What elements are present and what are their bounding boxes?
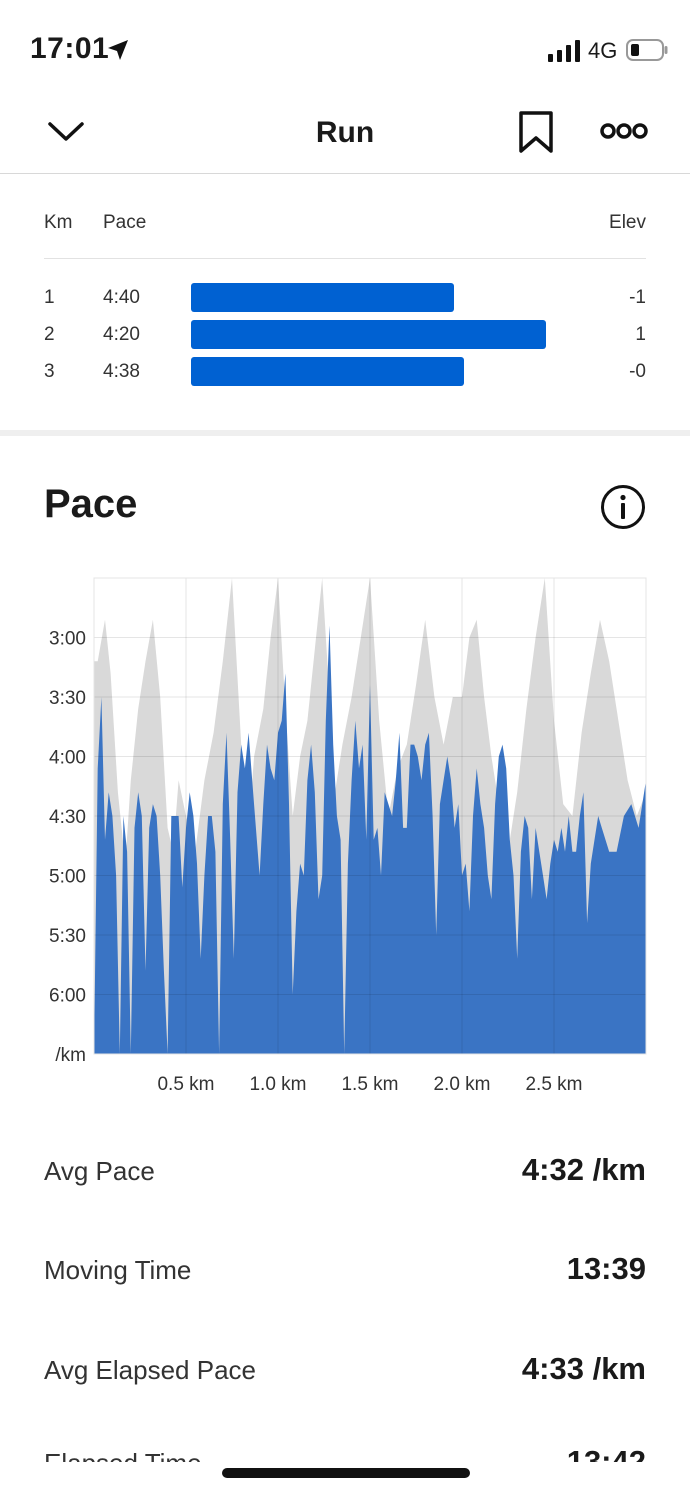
network-type: 4G [588, 38, 618, 63]
chart-x-tick-label: 2.5 km [525, 1074, 582, 1095]
split-pace: 4:40 [103, 287, 140, 308]
info-icon[interactable] [600, 484, 646, 530]
chart-y-tick-label: 3:00 [49, 629, 86, 650]
battery-icon [626, 39, 668, 61]
splits-header-elev: Elev [609, 212, 646, 233]
cellular-signal-icon [548, 40, 580, 62]
page-title: Run [315, 116, 375, 149]
split-elev: 1 [635, 324, 646, 345]
chart-y-tick-label: 5:00 [49, 867, 86, 888]
home-indicator[interactable] [222, 1468, 470, 1478]
chevron-down-icon[interactable] [46, 116, 86, 146]
stat-value: 13:39 [566, 1251, 646, 1286]
pace-series-area-1 [94, 625, 646, 1054]
chart-x-tick-label: 2.0 km [433, 1074, 490, 1095]
splits-header-pace: Pace [103, 212, 147, 233]
stat-label: Moving Time [44, 1255, 192, 1285]
stat-moving-time: Moving Time 13:39 [44, 1251, 646, 1291]
split-row: 2 4:20 1 [44, 320, 646, 350]
split-pace: 4:20 [103, 324, 140, 345]
stat-label: Avg Pace [44, 1156, 155, 1186]
nav-bar: Run [0, 96, 690, 174]
chart-y-tick-label: 3:30 [49, 688, 86, 709]
split-row: 3 4:38 -0 [44, 357, 646, 387]
bookmark-icon[interactable] [516, 110, 556, 154]
stat-label: Avg Elapsed Pace [44, 1355, 256, 1385]
splits-header: Km Pace Elev [44, 212, 646, 236]
chart-x-tick-label: 0.5 km [157, 1074, 214, 1095]
chart-y-tick-label: /km [55, 1045, 86, 1066]
stat-avg-elapsed-pace: Avg Elapsed Pace 4:33 /km [44, 1351, 646, 1391]
split-pace-bar [191, 320, 546, 349]
status-bar: 17:01 4G [0, 0, 690, 96]
split-km: 3 [44, 361, 55, 382]
split-row: 1 4:40 -1 [44, 283, 646, 313]
split-elev: -0 [629, 361, 646, 382]
split-km: 2 [44, 324, 55, 345]
pace-section-title: Pace [44, 482, 138, 526]
more-icon[interactable] [600, 120, 648, 142]
status-time: 17:01 [30, 32, 110, 65]
splits-table: Km Pace Elev 1 4:40 -1 2 4:20 1 3 4:38 -… [0, 174, 690, 430]
stat-value: 4:32 /km [521, 1152, 646, 1187]
chart-x-tick-label: 1.5 km [341, 1074, 398, 1095]
splits-divider [44, 258, 646, 259]
pace-chart: 3:00 3:30 4:00 4:30 5:00 5:30 6:00/km 0.5 km 1.0… [49, 577, 647, 1095]
split-pace-bar [191, 283, 454, 312]
location-arrow-icon [108, 40, 128, 60]
chart-y-tick-label: 6:00 [49, 986, 86, 1007]
chart-frame [93, 577, 647, 1055]
split-pace-bar [191, 357, 464, 386]
split-elev: -1 [629, 287, 646, 308]
chart-x-tick-label: 1.0 km [249, 1074, 306, 1095]
split-pace: 4:38 [103, 361, 140, 382]
bottom-fade [0, 1462, 690, 1494]
chart-y-tick-label: 4:30 [49, 807, 86, 828]
chart-y-tick-label: 4:00 [49, 748, 86, 769]
splits-header-km: Km [44, 212, 73, 233]
chart-y-tick-label: 5:30 [49, 926, 86, 947]
split-km: 1 [44, 287, 55, 308]
stat-value: 4:33 /km [521, 1351, 646, 1386]
stat-avg-pace: Avg Pace 4:32 /km [44, 1152, 646, 1192]
section-divider [0, 430, 690, 436]
